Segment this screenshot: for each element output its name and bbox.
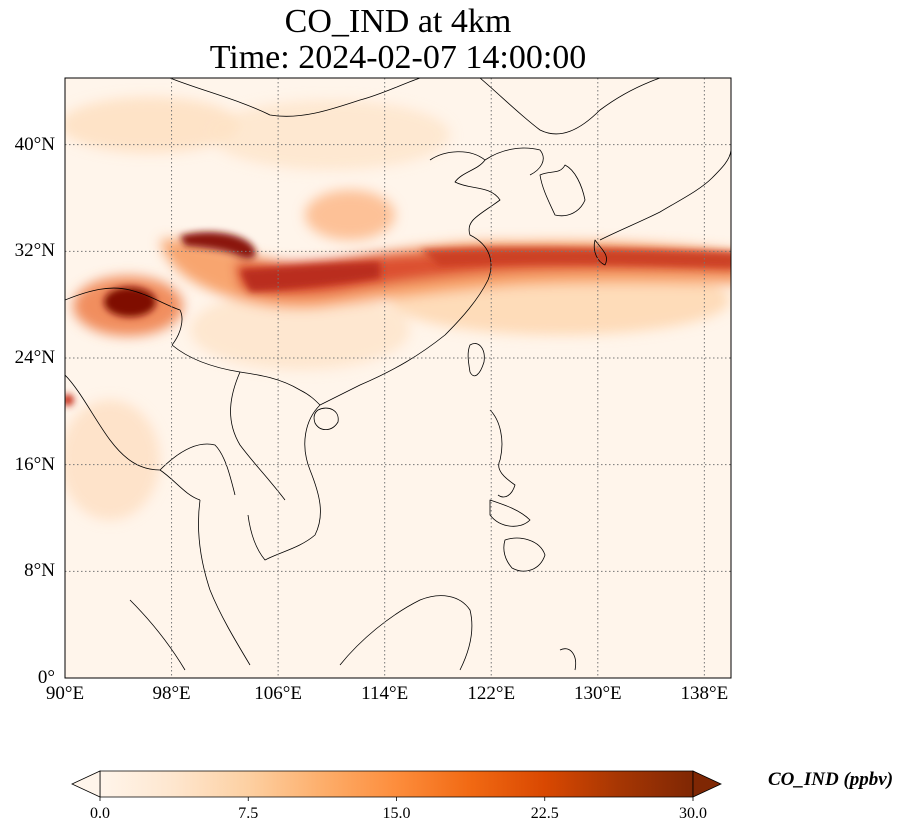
- china-south-border: [171, 344, 321, 406]
- latitude-tick-label: 16°N: [14, 453, 55, 475]
- colorbar-tick-label: 15.0: [382, 805, 411, 822]
- longitude-tick-label: 90°E: [45, 683, 85, 704]
- longitude-tick-label: 122°E: [467, 683, 516, 704]
- map-frame: [64, 77, 732, 679]
- latitude-tick-label: 8°N: [24, 560, 55, 582]
- longitude-tick-label: 106°E: [254, 683, 302, 704]
- india-china-border: [65, 287, 183, 346]
- philippines-mindanao: [503, 537, 546, 572]
- philippines-visayas: [489, 499, 531, 527]
- concentration-field: [65, 97, 731, 520]
- coastlines-borders: [65, 78, 731, 671]
- haze-northwest-china: [305, 190, 395, 240]
- philippines-luzon: [489, 409, 516, 498]
- latitude-tick-label: 32°N: [14, 240, 55, 262]
- plume-core-east: [420, 247, 731, 268]
- sumatra: [129, 599, 186, 671]
- taiwan-island: [467, 343, 485, 377]
- colorbar-tick-label: 30.0: [679, 805, 707, 822]
- longitude-tick-label: 138°E: [680, 683, 729, 704]
- borneo-north: [339, 595, 473, 671]
- thailand-border: [159, 443, 236, 496]
- colorbar-extend-min: [71, 770, 101, 798]
- russia-border: [479, 78, 661, 135]
- map-panel: [64, 77, 732, 679]
- mongolia-border: [169, 78, 421, 117]
- japan-honshu: [599, 149, 731, 241]
- longitude-tick-label: 114°E: [361, 683, 409, 704]
- bohai-coast: [484, 147, 544, 176]
- haze-south-china: [190, 290, 410, 370]
- myanmar-coast: [65, 374, 201, 501]
- gridlines: [65, 78, 731, 678]
- hainan-island: [313, 407, 339, 431]
- colorbar: [71, 770, 722, 801]
- map-background: [65, 78, 731, 678]
- map-time-subtitle: Time: 2024-02-07 14:00:00: [209, 39, 587, 76]
- colorbar-label: CO_IND (ppbv): [768, 769, 894, 790]
- laos-vietnam-border: [230, 371, 286, 501]
- haze-north: [210, 100, 450, 170]
- map-title: CO_IND at 4km: [284, 3, 512, 40]
- colorbar-tickmarks: [99, 797, 694, 801]
- hotspot-himalaya-core: [104, 287, 156, 317]
- indochina-coast: [247, 404, 321, 561]
- hotspot-west-edge: [65, 394, 74, 406]
- longitude-tick-label: 130°E: [573, 683, 622, 704]
- japan-kyushu: [593, 239, 607, 266]
- sulawesi: [559, 648, 577, 671]
- plume-core-central: [240, 262, 380, 292]
- colorbar-extend-max: [692, 770, 722, 798]
- longitude-tick-label: 98°E: [152, 683, 191, 704]
- colorbar-tick-label: 0.0: [90, 805, 110, 822]
- colorbar-bar: [99, 770, 694, 798]
- haze-north-west: [65, 97, 240, 153]
- latitude-tick-label: 24°N: [14, 347, 55, 368]
- colorbar-tick-label: 22.5: [530, 805, 559, 822]
- plume-core-sichuan: [180, 231, 256, 259]
- latitude-tick-label: 0°: [37, 667, 55, 688]
- malay-peninsula: [198, 499, 251, 666]
- china-east-coastline: [319, 151, 501, 406]
- latitude-tick-label: 40°N: [14, 133, 55, 155]
- korea-peninsula: [539, 164, 586, 217]
- colorbar-tick-label: 7.5: [238, 805, 259, 822]
- haze-west-south: [65, 400, 160, 520]
